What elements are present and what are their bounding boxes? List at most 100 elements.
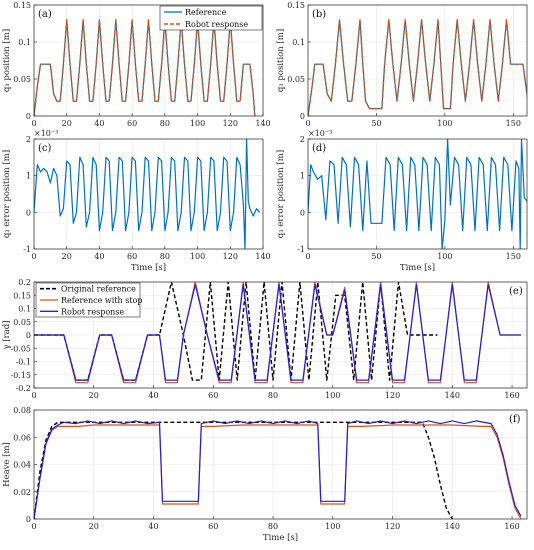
y-tick-label: 0.1 [18, 38, 31, 47]
x-tick-label: 160 [504, 522, 519, 531]
axes-frame [33, 4, 264, 117]
y-tick-label: 0.05 [287, 75, 305, 84]
chart-panel-b: 0 50 100 150 0 0.05 0.1 0.15 q₃ position [m] (b) [276, 1, 528, 128]
x-tick-label: 60 [208, 522, 218, 531]
series-group [34, 420, 522, 519]
y-tick-label: 0.15 [287, 1, 305, 10]
x-tick-label: 100 [437, 119, 452, 128]
panel-label-bg [507, 413, 525, 425]
series-group [34, 139, 261, 249]
y-tick-label: 0 [26, 112, 31, 121]
y-tick-label: 0.1 [18, 305, 31, 314]
panel-label: (a) [38, 9, 52, 20]
panel-label-bg [507, 285, 525, 297]
series-line-robot-response [34, 284, 521, 381]
x-tick-label: 160 [504, 391, 519, 400]
x-tick-label: 0 [305, 119, 310, 128]
x-tick-label: 40 [148, 522, 158, 531]
legend: Original reference Reference with stop Rob… [35, 282, 143, 318]
x-tick-label: 100 [325, 391, 340, 400]
chart-panel-a: 0 20 40 60 80 100 120 140 0 0.05 0.1 0.15 q₃ positio… [2, 1, 271, 128]
x-tick-label: 150 [506, 252, 521, 261]
x-tick-label: 140 [255, 119, 270, 128]
x-tick-label: 100 [325, 522, 340, 531]
x-tick-label: 40 [94, 119, 104, 128]
y-tick-label: -0.15 [10, 371, 31, 380]
legend-entry: Robot response [61, 307, 124, 316]
series-line-1 [34, 139, 261, 249]
series-line-reference-with-stop [34, 424, 522, 519]
axes-frame [307, 138, 528, 250]
legend-entry: Reference [185, 8, 227, 17]
series-line-1 [308, 139, 527, 249]
y-tick-label: 0 [300, 208, 305, 217]
y-axis-label: γ [rad] [2, 321, 12, 350]
legend-box [159, 5, 263, 31]
y-tick-label: 0 [26, 331, 31, 340]
axes-frame [307, 4, 528, 117]
y-tick-label: 2 [26, 135, 31, 144]
y-tick-label: 0.05 [13, 318, 31, 327]
x-tick-label: 0 [31, 391, 36, 400]
x-tick-label: 120 [223, 119, 238, 128]
y-tick-label: 0 [300, 112, 305, 121]
x-tick-label: 80 [160, 119, 170, 128]
series-line-robot-response [34, 420, 522, 519]
panel-label: (e) [509, 286, 523, 297]
y-tick-label: 0.1 [292, 38, 305, 47]
x-tick-label: 0 [31, 252, 36, 261]
x-tick-label: 60 [208, 391, 218, 400]
x-tick-label: 100 [437, 252, 452, 261]
panel-label: (d) [312, 143, 326, 154]
y-exponent-label: ×10⁻³ [34, 129, 58, 138]
y-tick-label: 0 [26, 208, 31, 217]
x-tick-label: 20 [89, 391, 99, 400]
y-tick-label: 0.15 [13, 1, 31, 10]
x-tick-label: 50 [371, 119, 381, 128]
y-tick-label: 0.02 [13, 488, 31, 497]
chart-panel-f: 0 20 40 60 80 100 120 140 160 0 0.02 0.04 0.06 0.08 He… [2, 406, 528, 543]
panel-label: (b) [312, 9, 326, 20]
x-tick-label: 100 [190, 252, 205, 261]
legend: Reference Robot response [159, 5, 263, 31]
x-tick-label: 120 [223, 252, 238, 261]
x-tick-label: 50 [371, 252, 381, 261]
panel-label: (c) [38, 143, 52, 154]
y-tick-label: 2 [300, 135, 305, 144]
y-tick-label: 0 [26, 515, 31, 524]
x-tick-label: 80 [268, 522, 278, 531]
x-tick-label: 0 [31, 119, 36, 128]
x-tick-label: 60 [127, 252, 137, 261]
x-tick-label: 0 [305, 252, 310, 261]
x-tick-label: 140 [445, 522, 460, 531]
legend-entry: Reference with stop [61, 296, 143, 305]
x-tick-label: 20 [62, 252, 72, 261]
x-tick-label: 60 [127, 119, 137, 128]
x-axis-label: Time [s] [263, 533, 298, 543]
y-tick-label: -1 [23, 245, 31, 254]
y-axis-label: q₃ error position [m] [276, 150, 286, 238]
series-group [34, 19, 256, 116]
panel-label: (f) [509, 414, 521, 425]
y-exponent-label: ×10⁻³ [308, 129, 332, 138]
x-tick-label: 80 [268, 391, 278, 400]
x-tick-label: 0 [31, 522, 36, 531]
x-tick-label: 120 [385, 522, 400, 531]
x-tick-label: 150 [506, 119, 521, 128]
y-axis-label: q₃ position [m] [276, 29, 286, 92]
x-axis-label: Time [s] [400, 263, 435, 273]
y-tick-label: -0.05 [10, 344, 31, 353]
y-tick-label: -1 [297, 245, 305, 254]
y-tick-label: 0.04 [13, 461, 31, 470]
x-tick-label: 40 [94, 252, 104, 261]
x-tick-label: 20 [89, 522, 99, 531]
x-tick-label: 100 [190, 119, 205, 128]
y-axis-label: q₃ position [m] [2, 29, 12, 92]
x-tick-label: 80 [160, 252, 170, 261]
x-tick-label: 140 [445, 391, 460, 400]
legend-entry: Original reference [61, 285, 136, 294]
x-tick-label: 20 [62, 119, 72, 128]
series-group [34, 282, 521, 384]
